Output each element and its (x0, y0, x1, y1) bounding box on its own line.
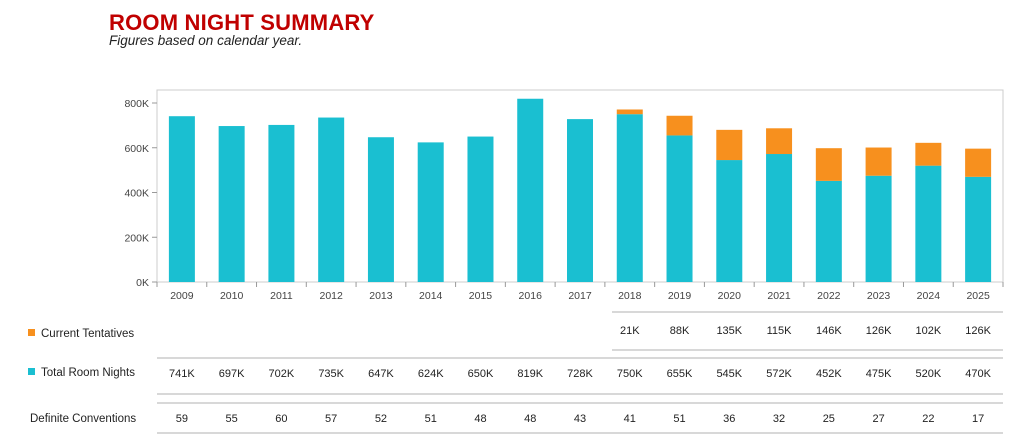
x-tick-label: 2022 (817, 290, 841, 302)
tentatives-value: 146K (816, 325, 842, 337)
row-label-definite-conventions: Definite Conventions (30, 413, 136, 425)
bar-total-room-nights (567, 119, 593, 282)
total-room-nights-value: 572K (766, 368, 792, 380)
definite-conventions-value: 51 (673, 413, 685, 425)
total-room-nights-value: 647K (368, 368, 394, 380)
tentatives-value: 115K (767, 325, 793, 337)
total-room-nights-value: 470K (965, 368, 991, 380)
y-tick-label: 600K (124, 143, 149, 155)
bar-current-tentatives (815, 148, 842, 181)
total-room-nights-value: 650K (468, 368, 494, 380)
bar-total-room-nights (517, 98, 544, 282)
definite-conventions-value: 25 (823, 413, 835, 425)
bar-total-room-nights (666, 135, 693, 282)
definite-conventions-value: 17 (972, 413, 984, 425)
legend-swatch-current-tentatives (28, 329, 35, 336)
bar-total-room-nights (865, 175, 892, 282)
tentatives-value: 126K (866, 325, 892, 337)
x-tick-label: 2012 (319, 290, 343, 302)
bar-total-room-nights (716, 160, 743, 282)
definite-conventions-value: 55 (226, 413, 238, 425)
total-room-nights-value: 452K (816, 368, 842, 380)
total-room-nights-value: 624K (418, 368, 444, 380)
tentatives-value: 102K (916, 325, 942, 337)
definite-conventions-value: 43 (574, 413, 586, 425)
x-tick-label: 2024 (917, 290, 941, 302)
definite-conventions-value: 36 (723, 413, 735, 425)
x-tick-label: 2015 (469, 290, 493, 302)
bar-total-room-nights (467, 136, 494, 282)
definite-conventions-value: 22 (922, 413, 934, 425)
total-room-nights-value: 741K (169, 368, 195, 380)
bar-current-tentatives (766, 128, 793, 155)
bar-current-tentatives (666, 115, 693, 136)
bar-total-room-nights (965, 176, 992, 282)
definite-conventions-value: 27 (872, 413, 884, 425)
x-tick-label: 2013 (369, 290, 393, 302)
bar-total-room-nights (766, 154, 793, 282)
total-room-nights-value: 819K (517, 368, 543, 380)
definite-conventions-value: 52 (375, 413, 387, 425)
x-tick-label: 2023 (867, 290, 891, 302)
x-tick-label: 2010 (220, 290, 244, 302)
definite-conventions-value: 48 (474, 413, 486, 425)
total-room-nights-value: 735K (318, 368, 344, 380)
definite-conventions-value: 32 (773, 413, 785, 425)
legend-swatch-total-room-nights (28, 368, 35, 375)
legend-label-total-room-nights: Total Room Nights (41, 367, 135, 379)
bar-total-room-nights (218, 126, 245, 282)
total-room-nights-value: 750K (617, 368, 643, 380)
chart-title: ROOM NIGHT SUMMARY (109, 10, 375, 35)
tentatives-value: 21K (620, 325, 640, 337)
tentatives-value: 88K (670, 325, 690, 337)
definite-conventions-value: 41 (624, 413, 636, 425)
tentatives-value: 135K (716, 325, 742, 337)
total-room-nights-value: 697K (219, 368, 245, 380)
total-room-nights-value: 728K (567, 368, 593, 380)
x-tick-label: 2016 (519, 290, 543, 302)
chart-subtitle: Figures based on calendar year. (109, 33, 303, 48)
total-room-nights-value: 702K (269, 368, 295, 380)
x-tick-label: 2019 (668, 290, 692, 302)
definite-conventions-value: 59 (176, 413, 188, 425)
bar-total-room-nights (915, 165, 942, 282)
x-tick-label: 2025 (966, 290, 990, 302)
bar-total-room-nights (417, 142, 444, 282)
definite-conventions-value: 48 (524, 413, 536, 425)
bar-total-room-nights (815, 180, 842, 282)
legend-label-current-tentatives: Current Tentatives (41, 328, 134, 340)
y-tick-label: 800K (124, 98, 149, 110)
bar-current-tentatives (965, 148, 992, 177)
x-tick-label: 2018 (618, 290, 642, 302)
bar-total-room-nights (318, 117, 345, 282)
bar-total-room-nights (616, 114, 643, 282)
total-room-nights-value: 545K (716, 368, 742, 380)
total-room-nights-value: 520K (916, 368, 942, 380)
bar-current-tentatives (716, 129, 743, 161)
y-tick-label: 400K (124, 188, 149, 200)
definite-conventions-value: 51 (425, 413, 437, 425)
bar-total-room-nights (268, 124, 295, 283)
definite-conventions-value: 57 (325, 413, 337, 425)
y-tick-label: 200K (124, 232, 149, 244)
bar-total-room-nights (367, 137, 394, 282)
total-room-nights-value: 475K (866, 368, 892, 380)
bar-current-tentatives (616, 109, 643, 115)
bar-current-tentatives (865, 147, 892, 176)
x-tick-label: 2021 (767, 290, 791, 302)
tentatives-value: 126K (965, 325, 991, 337)
x-tick-label: 2009 (170, 290, 194, 302)
definite-conventions-value: 60 (275, 413, 287, 425)
x-tick-label: 2017 (568, 290, 592, 302)
x-tick-label: 2014 (419, 290, 443, 302)
bar-total-room-nights (168, 116, 195, 282)
y-tick-label: 0K (136, 277, 149, 289)
bar-current-tentatives (915, 142, 942, 166)
x-tick-label: 2020 (718, 290, 742, 302)
total-room-nights-value: 655K (667, 368, 693, 380)
x-tick-label: 2011 (270, 290, 293, 302)
